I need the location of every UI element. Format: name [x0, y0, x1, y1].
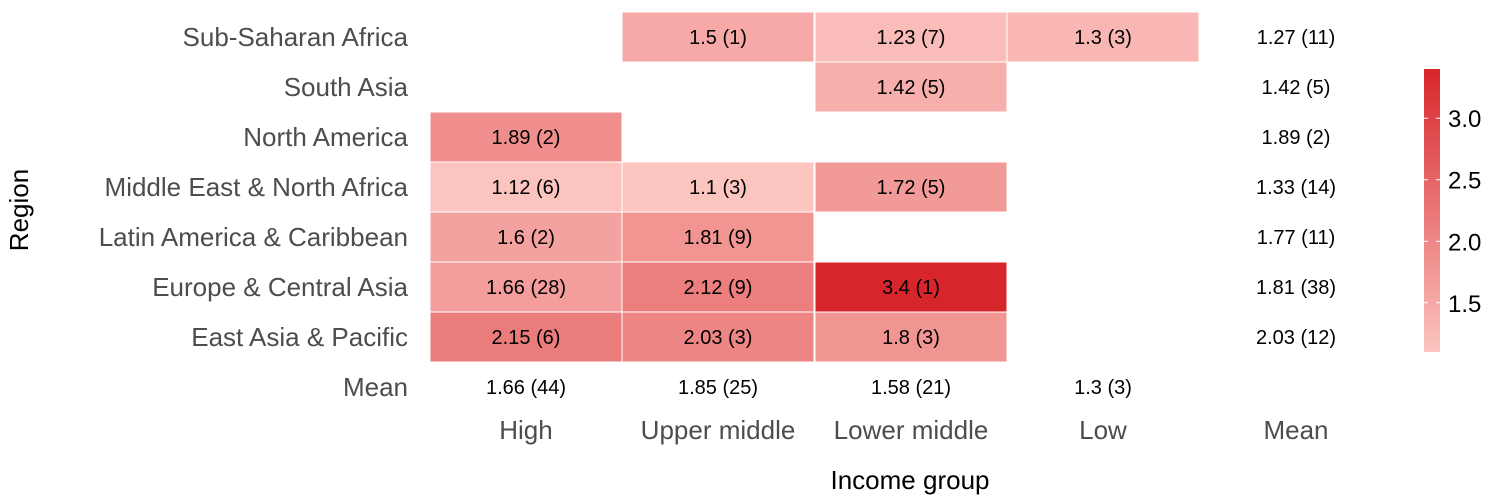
cell-label: 2.12 (9) [684, 277, 753, 299]
cell-label: 1.72 (5) [877, 177, 946, 199]
y-tick-label: East Asia & Pacific [191, 322, 408, 352]
color-legend: 1.5 2.0 2.5 3.0 [1424, 69, 1481, 352]
heatmap-cell-sub-saharan-africa-upper-middle [621, 11, 815, 63]
heatmap-cell-east-asia-and-pacific-lower-middle [814, 311, 1008, 363]
row-mean-label: 1.77 (11) [1257, 227, 1336, 249]
heatmap-cell-south-asia-lower-middle [814, 61, 1008, 113]
cell-label: 1.81 (9) [684, 227, 753, 249]
heatmap-cell-latin-america-and-caribbean-upper-middle [621, 211, 815, 263]
cell-label: 1.1 (3) [689, 177, 747, 199]
y-tick-label: South Asia [284, 72, 409, 102]
cell-label: 1.5 (1) [689, 27, 747, 49]
row-mean-label: 1.89 (2) [1262, 127, 1331, 149]
cell-label: 1.12 (6) [492, 177, 561, 199]
row-mean-label: 1.42 (5) [1262, 77, 1331, 99]
y-axis-ticks: Sub-Saharan Africa South Asia North Americ… [99, 22, 409, 402]
column-mean-label: 1.3 (3) [1074, 377, 1132, 399]
x-tick-label: Low [1079, 415, 1127, 445]
x-tick-label: Lower middle [834, 415, 989, 445]
cell-label: 1.6 (2) [497, 227, 555, 249]
heatmap-cell-east-asia-and-pacific-upper-middle [621, 311, 815, 363]
cell-label: 1.8 (3) [882, 327, 940, 349]
x-tick-label: Upper middle [641, 415, 796, 445]
heatmap-cell-east-asia-and-pacific-high [429, 311, 623, 363]
y-tick-label: Latin America & Caribbean [99, 222, 408, 252]
cell-label: 1.42 (5) [877, 77, 946, 99]
heatmap-cell-middle-east-and-north-africa-lower-middle [814, 161, 1008, 213]
x-axis-ticks: High Upper middle Lower middle Low Mean [499, 415, 1328, 445]
legend-tick-label: 2.5 [1448, 168, 1481, 195]
heatmap-cell-sub-saharan-africa-lower-middle [814, 11, 1008, 63]
row-mean-label: 1.27 (11) [1257, 27, 1336, 49]
heatmap-cell-north-america-high [429, 111, 623, 163]
row-mean-label: 1.33 (14) [1256, 177, 1336, 199]
column-mean-label: 1.85 (25) [678, 377, 758, 399]
heatmap-cell-sub-saharan-africa-low [1006, 11, 1200, 63]
heatmap-cells [429, 11, 1200, 363]
cell-label: 2.15 (6) [492, 327, 561, 349]
heatmap-cell-middle-east-and-north-africa-high [429, 161, 623, 213]
y-tick-label: Europe & Central Asia [152, 272, 408, 302]
y-axis-title: Region [4, 169, 34, 251]
x-tick-label: High [499, 415, 552, 445]
cell-label: 1.23 (7) [877, 27, 946, 49]
heatmap-cell-europe-and-central-asia-upper-middle [621, 261, 815, 313]
heatmap-cell-europe-and-central-asia-lower-middle [814, 261, 1008, 313]
y-tick-label: Middle East & North Africa [105, 172, 409, 202]
row-mean-label: 2.03 (12) [1256, 327, 1336, 349]
y-tick-label: North America [243, 122, 408, 152]
y-tick-label: Mean [343, 372, 408, 402]
column-mean-label: 1.58 (21) [871, 377, 951, 399]
cell-label: 2.03 (3) [684, 327, 753, 349]
row-mean-label: 1.81 (38) [1256, 277, 1336, 299]
y-tick-label: Sub-Saharan Africa [183, 22, 409, 52]
column-mean-label: 1.66 (44) [486, 377, 566, 399]
legend-tick-label: 1.5 [1448, 291, 1481, 318]
x-tick-label: Mean [1263, 415, 1328, 445]
legend-tick-label: 3.0 [1448, 106, 1481, 133]
legend-colorbar [1424, 69, 1440, 352]
cell-labels: 1.5 (1) 1.23 (7) 1.3 (3) 1.42 (5) 1.89 (2) 1.… [486, 27, 1336, 399]
cell-label: 1.89 (2) [492, 127, 561, 149]
x-axis-title: Income group [831, 465, 990, 495]
cell-label: 1.3 (3) [1074, 27, 1132, 49]
legend-tick-label: 2.0 [1448, 229, 1481, 256]
cell-label: 3.4 (1) [882, 277, 940, 299]
cell-label: 1.66 (28) [486, 277, 566, 299]
